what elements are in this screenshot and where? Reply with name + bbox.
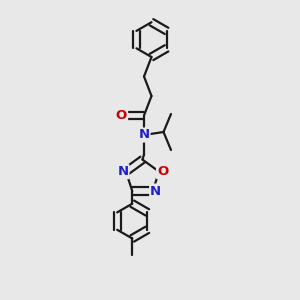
Text: N: N [138,128,150,142]
Text: N: N [117,165,128,178]
Text: N: N [150,184,161,198]
Text: O: O [116,109,127,122]
Text: O: O [157,165,168,178]
